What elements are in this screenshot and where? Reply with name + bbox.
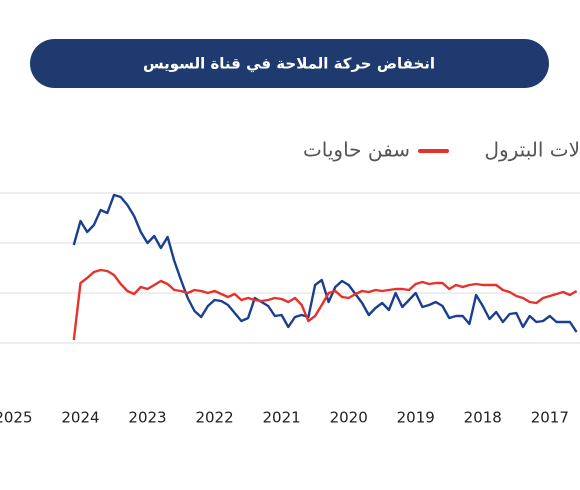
x-tick-label: 2023 (128, 409, 166, 427)
x-tick-label: 2025 (0, 409, 33, 427)
series-line (72, 193, 578, 333)
x-tick-label: 2022 (195, 409, 233, 427)
x-tick-label: 2024 (61, 409, 99, 427)
series-line (72, 268, 578, 341)
legend-label: سفن حاويات (303, 138, 410, 162)
chart-title: انخفاض حركة الملاحة في قناة السويس (143, 55, 435, 73)
x-tick-label: 2019 (397, 409, 435, 427)
x-tick-label: 2020 (330, 409, 368, 427)
x-tick-label: 2018 (464, 409, 502, 427)
x-tick-label: 2021 (263, 409, 301, 427)
legend-label: لات البترول (484, 138, 580, 162)
title-pill (30, 39, 549, 88)
x-tick-label: 2017 (531, 409, 569, 427)
